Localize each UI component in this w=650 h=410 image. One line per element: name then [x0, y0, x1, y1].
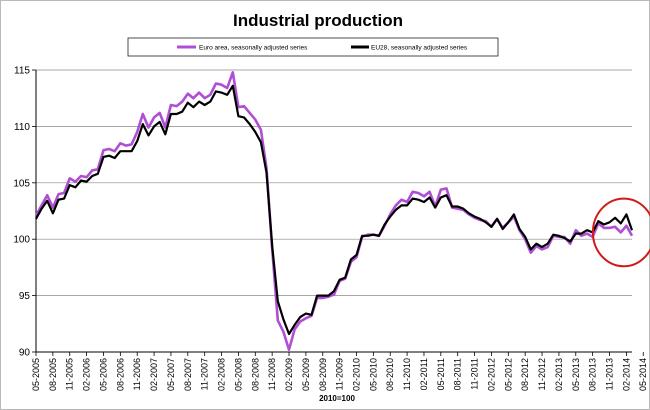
- x-tick-label-11-2010: 11-2010: [402, 358, 412, 390]
- legend-box: [127, 37, 499, 57]
- x-tick-label-08-2007: 08-2007: [183, 358, 193, 391]
- x-tick-label-02-2014: 02-2014: [621, 358, 631, 391]
- legend: Euro area, seasonally adjusted series EU…: [127, 37, 499, 57]
- x-tick-label-05-2006: 05-2006: [98, 358, 108, 391]
- x-tick-label-11-2011: 11-2011: [470, 358, 480, 390]
- x-tick-label-05-2010: 05-2010: [368, 358, 378, 391]
- x-tick-label-02-2009: 02-2009: [284, 358, 294, 391]
- series-line-euro-area: [34, 71, 634, 352]
- x-tick-label-08-2011: 08-2011: [453, 358, 463, 390]
- x-tick-label-05-2009: 05-2009: [301, 358, 311, 391]
- x-tick-label-08-2013: 08-2013: [588, 358, 598, 391]
- x-tick-label-08-2008: 08-2008: [250, 358, 260, 391]
- x-tick-label-05-2007: 05-2007: [166, 358, 176, 391]
- y-tick-label-105: 105: [13, 178, 30, 189]
- x-tick-label-08-2005: 08-2005: [48, 358, 58, 391]
- x-tick-label-11-2012: 11-2012: [537, 358, 547, 390]
- legend-label-eu28: EU28, seasonally adjusted series: [371, 45, 468, 52]
- x-tick-label-02-2011: 02-2011: [419, 358, 429, 390]
- x-tick-label-08-2012: 08-2012: [520, 358, 530, 391]
- x-tick-label-05-2008: 05-2008: [233, 358, 243, 391]
- x-axis-label: 2010=100: [319, 394, 355, 403]
- y-tick-label-115: 115: [14, 66, 30, 77]
- x-tick-label-11-2013: 11-2013: [605, 358, 615, 390]
- y-tick-label-100: 100: [13, 235, 30, 246]
- y-tick-label-110: 110: [14, 122, 30, 133]
- y-tick-label-90: 90: [19, 348, 31, 359]
- x-tick-label-05-2005: 05-2005: [31, 358, 41, 391]
- x-tick-label-05-2013: 05-2013: [571, 358, 581, 391]
- chart-title: Industrial production: [233, 11, 403, 30]
- x-tick-label-02-2010: 02-2010: [351, 358, 361, 391]
- x-tick-label-11-2005: 11-2005: [65, 358, 75, 390]
- series-lines: [34, 71, 634, 352]
- x-tick-label-11-2009: 11-2009: [335, 358, 345, 390]
- x-tick-label-05-2014: 05-2014: [638, 358, 648, 391]
- axes: [35, 70, 632, 353]
- x-axis-ticks: 05-2005 08-2005 11-2005 02-2006 05-2006 08-20…: [31, 352, 648, 391]
- y-axis-ticks: 90 95 100 105 110 115: [13, 66, 36, 359]
- series-line-eu28: [35, 84, 634, 336]
- x-tick-label-11-2008: 11-2008: [267, 358, 277, 390]
- y-tick-label-95: 95: [19, 291, 31, 302]
- x-tick-label-05-2011: 05-2011: [436, 358, 446, 390]
- highlight-circle: [591, 197, 650, 268]
- x-tick-label-02-2007: 02-2007: [149, 358, 159, 391]
- x-tick-label-08-2006: 08-2006: [115, 358, 125, 391]
- x-tick-label-08-2009: 08-2009: [318, 358, 328, 391]
- x-tick-label-11-2007: 11-2007: [200, 358, 210, 390]
- x-tick-label-02-2008: 02-2008: [217, 358, 227, 391]
- x-tick-label-02-2013: 02-2013: [554, 358, 564, 391]
- x-tick-label-02-2012: 02-2012: [486, 358, 496, 391]
- annotation-layer: [591, 197, 650, 268]
- x-tick-label-11-2006: 11-2006: [132, 358, 142, 390]
- x-tick-label-08-2010: 08-2010: [385, 358, 395, 391]
- x-tick-label-02-2006: 02-2006: [82, 358, 92, 391]
- x-tick-label-05-2012: 05-2012: [503, 358, 513, 391]
- y-gridlines: [36, 69, 632, 296]
- legend-label-euro-area: Euro area, seasonally adjusted series: [199, 45, 308, 52]
